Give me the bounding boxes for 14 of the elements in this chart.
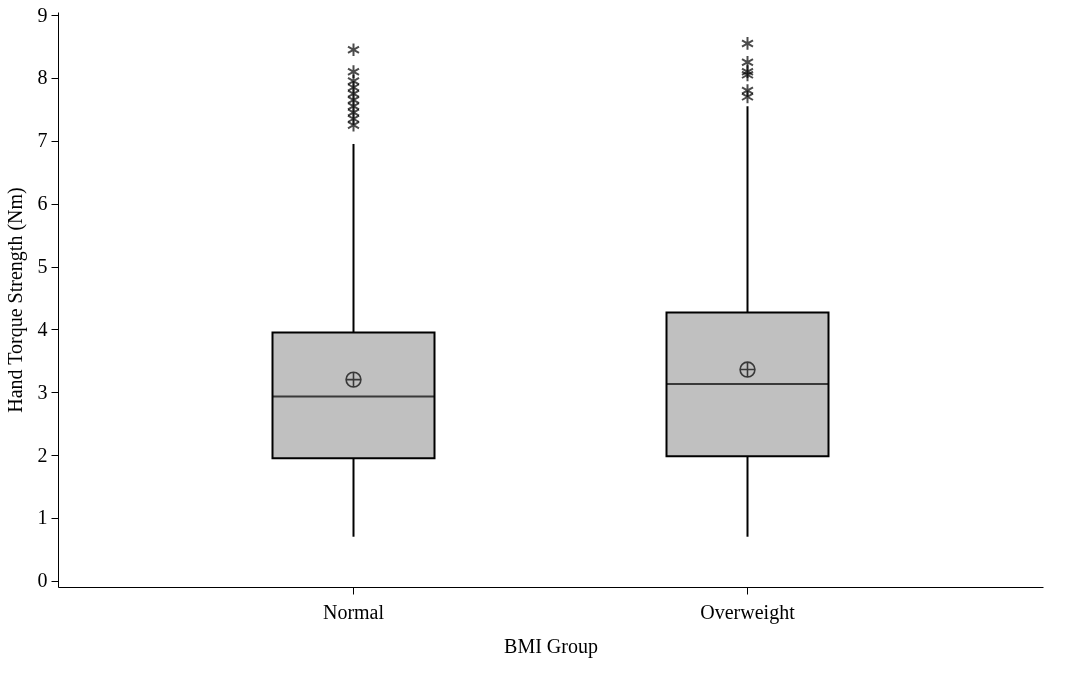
y-tick-label: 3 xyxy=(37,380,48,403)
x-tick-label: Overweight xyxy=(700,600,796,624)
y-tick-label: 0 xyxy=(37,569,48,592)
y-axis-title: Hand Torque Strength (Nm) xyxy=(3,187,27,413)
y-tick-label: 2 xyxy=(37,443,48,466)
y-tick-label: 7 xyxy=(37,129,48,152)
x-tick-label: Normal xyxy=(322,600,385,623)
y-tick-label: 1 xyxy=(37,506,48,529)
y-tick-label: 9 xyxy=(37,3,48,26)
y-tick-label: 6 xyxy=(37,192,48,215)
y-tick-label: 5 xyxy=(37,255,48,278)
y-tick-label: 4 xyxy=(37,317,48,340)
y-tick-label: 8 xyxy=(37,66,48,89)
x-axis-title: BMI Group xyxy=(504,634,598,658)
